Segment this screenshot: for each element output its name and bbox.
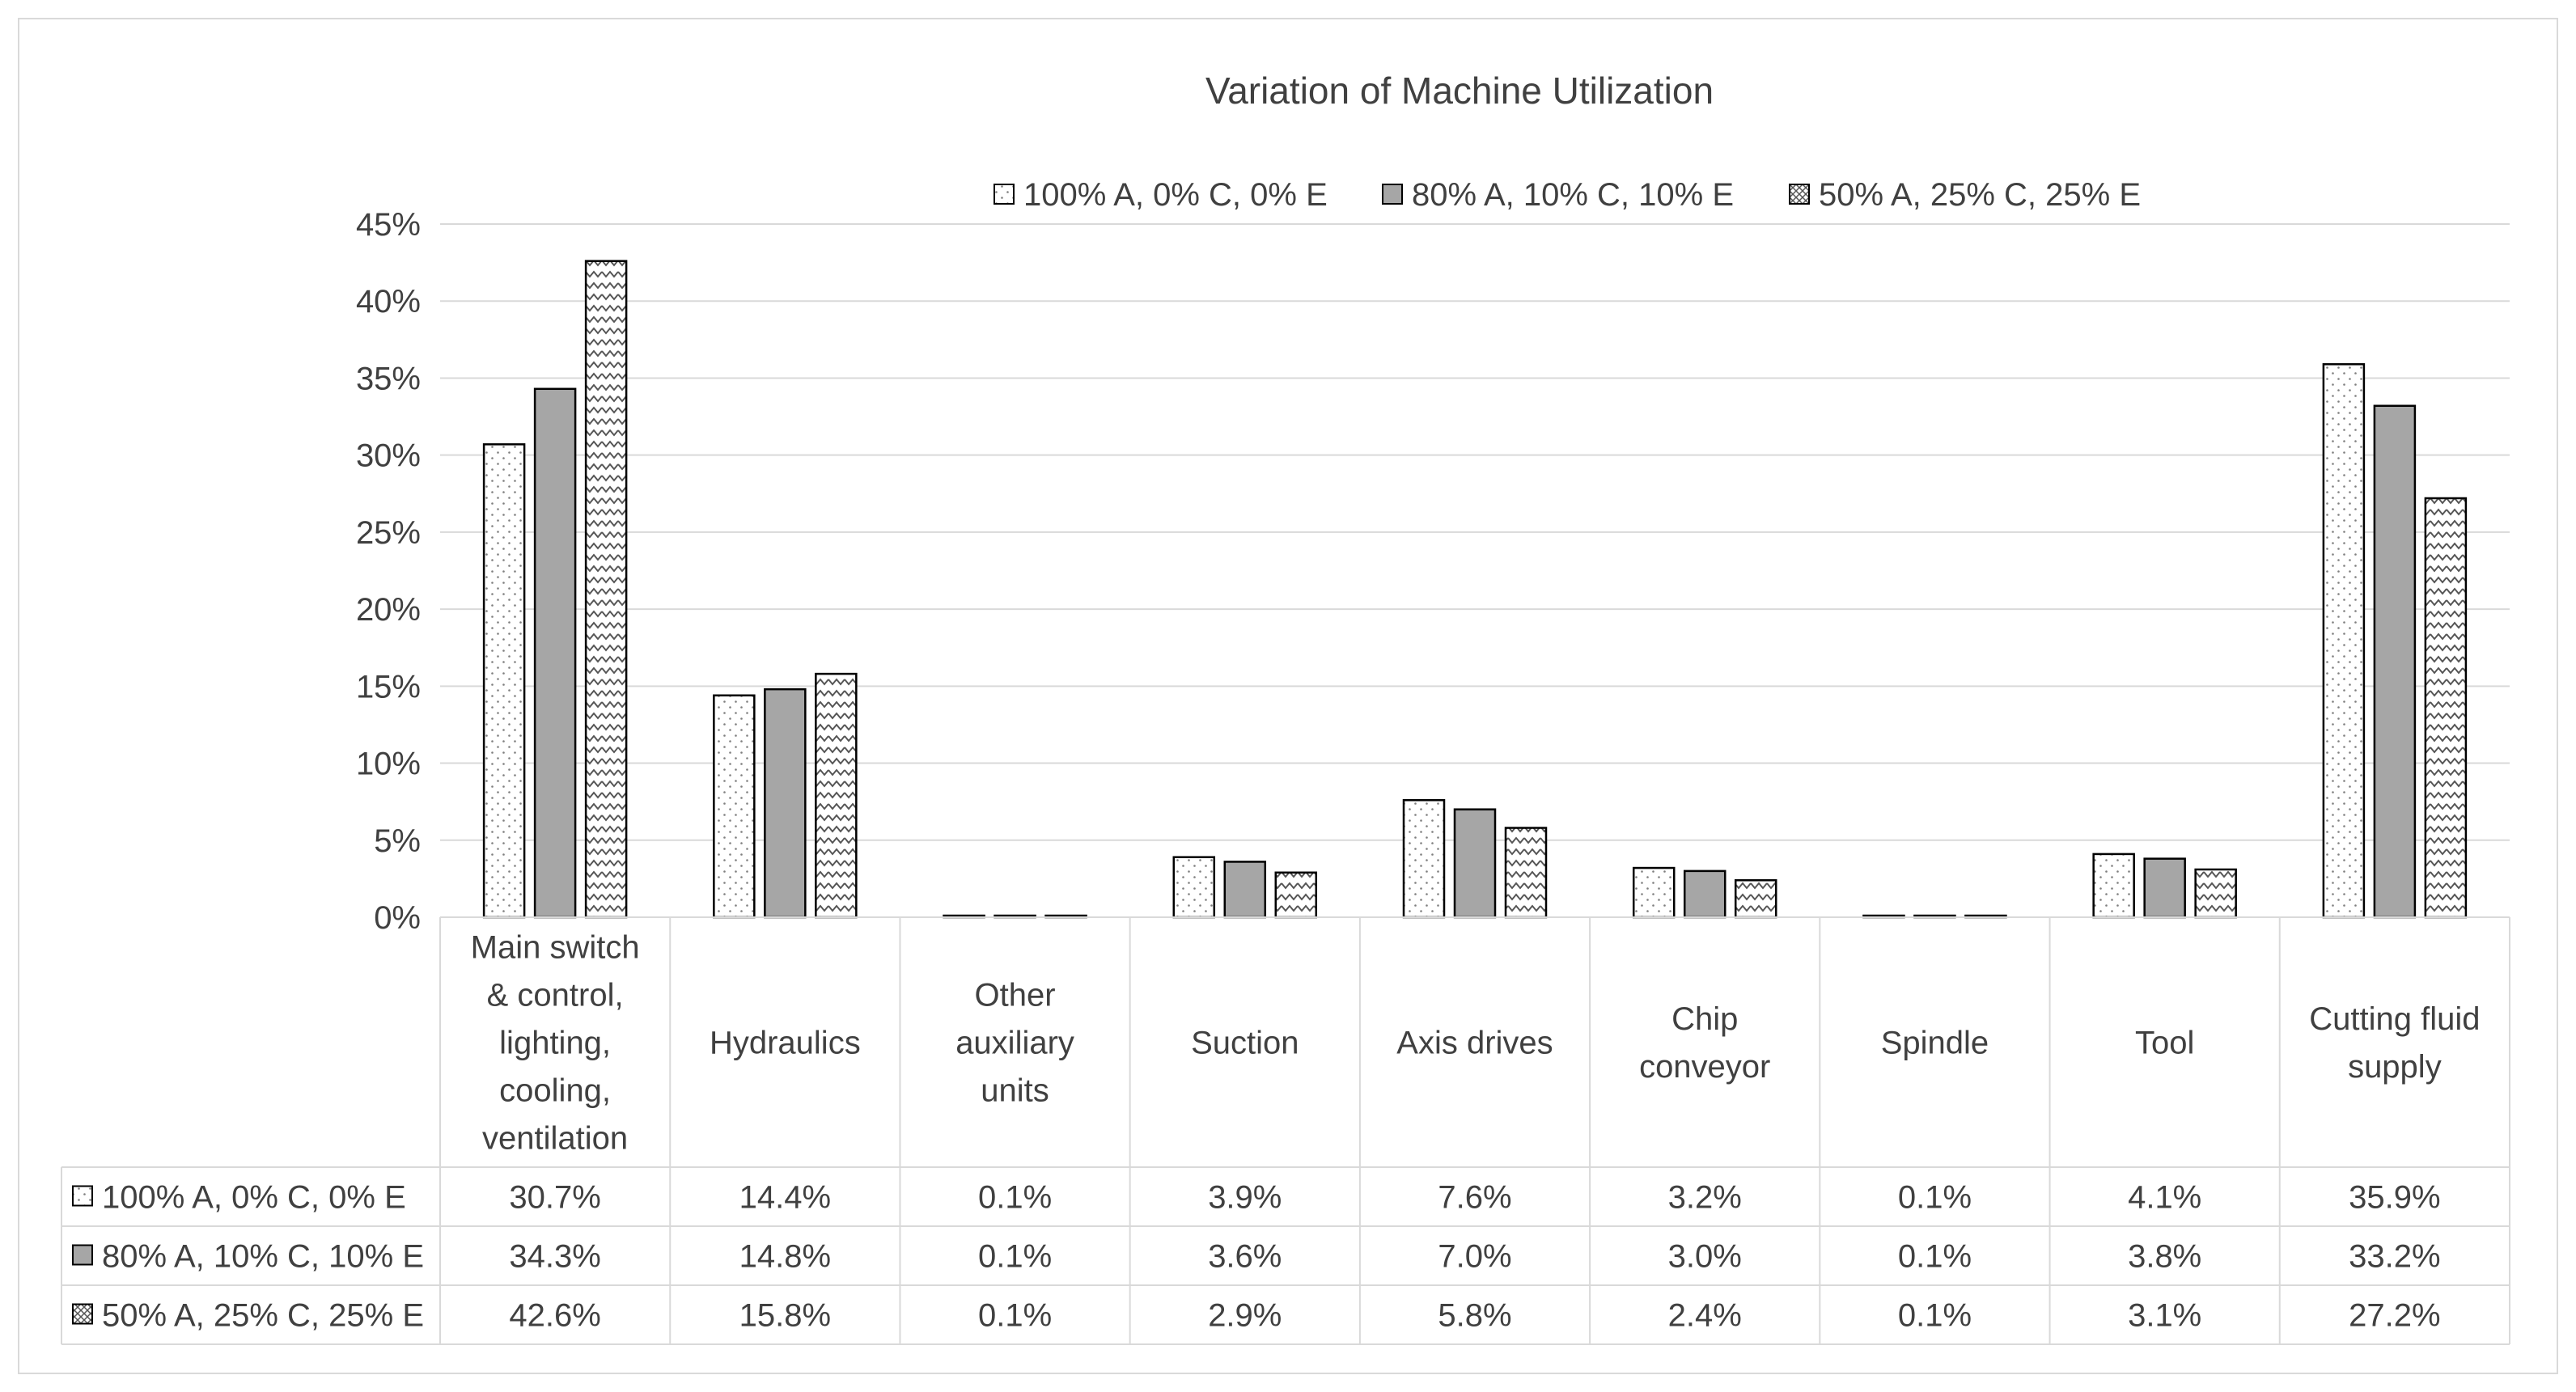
- bar: [2322, 363, 2366, 919]
- category-label: Other auxiliary units: [955, 978, 1074, 1109]
- table-cell-value: 30.7%: [509, 1180, 600, 1216]
- category-label: Main switch & control, lighting, cooling, ve…: [471, 930, 640, 1157]
- category-label: Cutting fluid supply: [2309, 1001, 2480, 1085]
- table-cell-value: 2.9%: [1208, 1298, 1282, 1334]
- bar: [1453, 808, 1497, 919]
- bar: [2424, 497, 2468, 919]
- y-tick-label: 35%: [356, 361, 421, 396]
- table-cell-value: 14.8%: [739, 1239, 831, 1275]
- bar: [713, 694, 756, 919]
- bar: [2143, 857, 2186, 919]
- table-cell-value: 7.6%: [1438, 1180, 1511, 1216]
- y-tick-label: 10%: [356, 747, 421, 782]
- legend-swatch: [1382, 184, 1403, 205]
- row-legend-key: [72, 1185, 93, 1207]
- y-tick-label: 5%: [374, 823, 421, 859]
- bar: [584, 260, 628, 919]
- table-cell-value: 0.1%: [1898, 1239, 1972, 1275]
- bar: [764, 688, 807, 919]
- category-label: Spindle: [1881, 1026, 1989, 1061]
- table-cell-value: 35.9%: [2349, 1180, 2440, 1216]
- bar: [1632, 866, 1676, 919]
- legend: 100% A, 0% C, 0% E 80% A, 10% C, 10% E 50%…: [994, 177, 2141, 213]
- table-cell-value: 7.0%: [1438, 1239, 1511, 1275]
- bar: [1683, 869, 1727, 919]
- y-tick-label: 45%: [356, 207, 421, 243]
- bar: [1172, 856, 1216, 919]
- legend-label: 80% A, 10% C, 10% E: [1412, 177, 1734, 213]
- y-tick-label: 30%: [356, 438, 421, 474]
- table-cell-value: 4.1%: [2128, 1180, 2201, 1216]
- table-cell-value: 3.9%: [1208, 1180, 1282, 1216]
- y-tick-label: 0%: [374, 900, 421, 936]
- bar: [482, 443, 526, 919]
- y-axis: 0% 5% 10% 15% 20% 25% 30% 35% 40% 45%: [356, 207, 421, 936]
- legend-label: 100% A, 0% C, 0% E: [1023, 177, 1328, 213]
- row-legend-key: [72, 1303, 93, 1325]
- chart-frame: Variation of Machine Utilization 100% A,…: [18, 18, 2558, 1374]
- table-cell-value: 27.2%: [2349, 1298, 2440, 1334]
- y-tick-label: 25%: [356, 515, 421, 551]
- category-label: Chip conveyor: [1639, 1001, 1770, 1085]
- legend-label: 50% A, 25% C, 25% E: [1819, 177, 2141, 213]
- bar: [1223, 861, 1267, 919]
- bar: [1504, 827, 1548, 919]
- bar: [2373, 404, 2417, 919]
- category-label: Hydraulics: [710, 1026, 861, 1061]
- bar: [1734, 879, 1777, 919]
- legend-swatch: [994, 184, 1015, 205]
- table-cell-value: 0.1%: [1898, 1180, 1972, 1216]
- legend-swatch: [1789, 184, 1810, 205]
- y-tick-label: 40%: [356, 284, 421, 319]
- table-cell-value: 3.0%: [1668, 1239, 1742, 1275]
- category-label: Axis drives: [1396, 1026, 1553, 1061]
- bar: [815, 672, 858, 919]
- table-cell-value: 33.2%: [2349, 1239, 2440, 1275]
- y-tick-label: 20%: [356, 592, 421, 628]
- row-series-label: 50% A, 25% C, 25% E: [102, 1298, 424, 1334]
- table-cell-value: 42.6%: [509, 1298, 600, 1334]
- table-cell-value: 0.1%: [1898, 1298, 1972, 1334]
- category-label: Suction: [1191, 1026, 1299, 1061]
- y-tick-label: 15%: [356, 669, 421, 704]
- bar: [2092, 853, 2135, 919]
- table-cell-value: 3.1%: [2128, 1298, 2201, 1334]
- bar: [1274, 871, 1318, 919]
- table-cell-value: 14.4%: [739, 1180, 831, 1216]
- table-cell-value: 3.2%: [1668, 1180, 1742, 1216]
- table-cell-value: 0.1%: [978, 1298, 1052, 1334]
- table-cell-value: 3.8%: [2128, 1239, 2201, 1275]
- bar: [533, 387, 577, 919]
- bar: [2194, 868, 2237, 919]
- table-cell-value: 34.3%: [509, 1239, 600, 1275]
- row-series-label: 80% A, 10% C, 10% E: [102, 1239, 424, 1275]
- table-cell-value: 0.1%: [978, 1239, 1052, 1275]
- row-series-label: 100% A, 0% C, 0% E: [102, 1180, 406, 1216]
- data-table: Main switch & control, lighting, cooling, ve…: [61, 916, 2510, 1345]
- bar-chart: Variation of Machine Utilization 100% A,…: [61, 70, 2510, 1345]
- category-label: Tool: [2135, 1026, 2194, 1061]
- bar: [1402, 799, 1446, 919]
- table-cell-value: 15.8%: [739, 1298, 831, 1334]
- table-cell-value: 3.6%: [1208, 1239, 1282, 1275]
- table-cell-value: 5.8%: [1438, 1298, 1511, 1334]
- chart-title: Variation of Machine Utilization: [1205, 70, 1714, 112]
- row-legend-key: [72, 1244, 93, 1266]
- table-cell-value: 2.4%: [1668, 1298, 1742, 1334]
- table-cell-value: 0.1%: [978, 1180, 1052, 1216]
- bars: [482, 260, 2468, 919]
